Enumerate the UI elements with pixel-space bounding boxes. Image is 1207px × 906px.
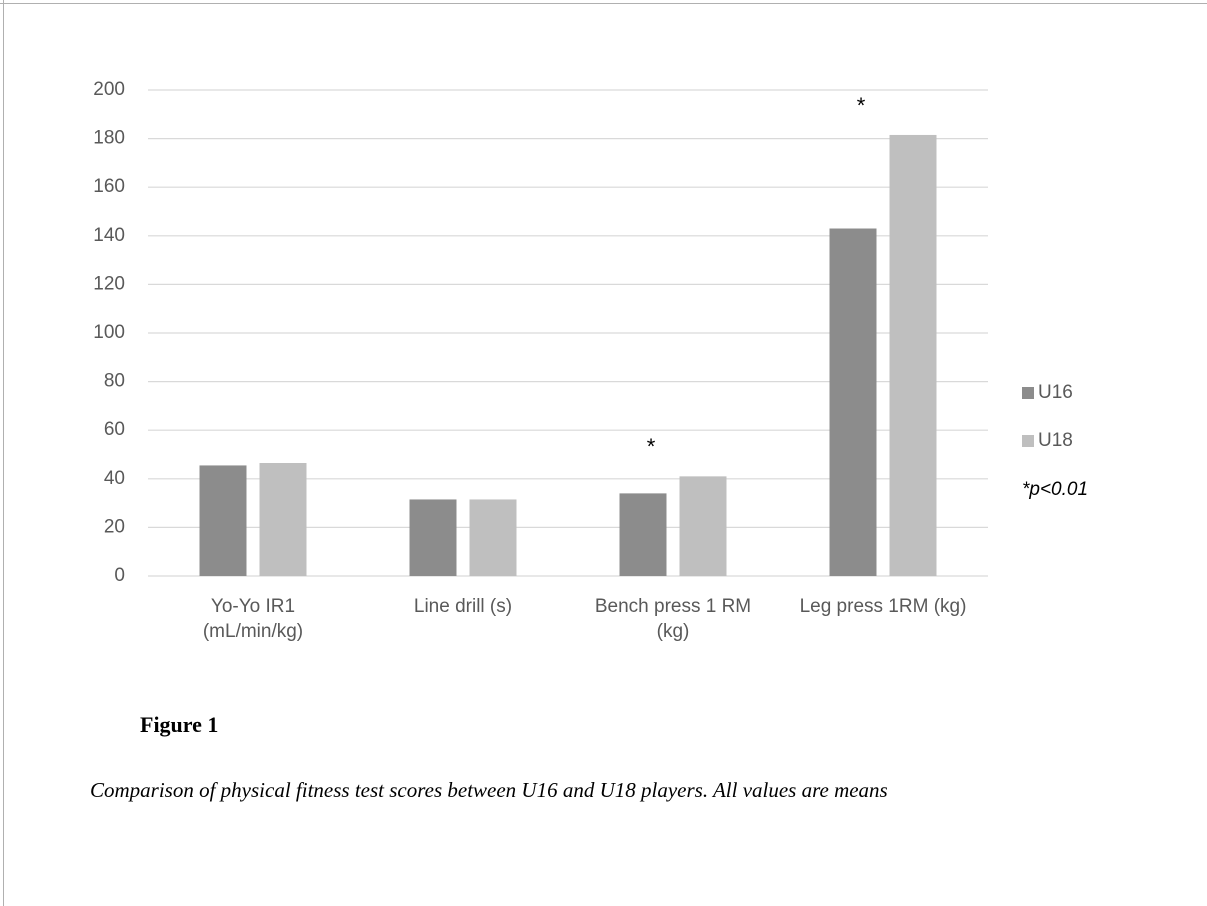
legend-label: U16 xyxy=(1038,382,1073,403)
x-tick-label: Yo-Yo IR1 (mL/min/kg) xyxy=(202,596,304,642)
bar xyxy=(409,499,457,576)
y-tick-label: 20 xyxy=(104,516,125,537)
y-tick-label: 200 xyxy=(93,79,125,100)
y-tick-label: 60 xyxy=(104,419,125,440)
y-tick-label: 100 xyxy=(93,322,125,343)
bar xyxy=(619,493,667,576)
y-tick-label: 180 xyxy=(93,128,125,149)
significance-mark: * xyxy=(647,434,656,459)
x-tick-label: Line drill (s) xyxy=(413,596,513,617)
figure-label: Figure 1 xyxy=(140,712,219,737)
bar xyxy=(889,134,937,576)
bar xyxy=(469,499,517,576)
y-tick-label: 160 xyxy=(93,176,125,197)
legend-swatch xyxy=(1022,435,1034,447)
y-tick-label: 0 xyxy=(114,565,125,586)
y-tick-label: 80 xyxy=(104,371,125,392)
y-tick-label: 40 xyxy=(104,468,125,489)
y-tick-label: 120 xyxy=(93,273,125,294)
bar xyxy=(679,476,727,576)
figure-caption: Comparison of physical fitness test scor… xyxy=(90,778,888,802)
legend-swatch xyxy=(1022,387,1034,399)
x-tick-label: Bench press 1 RM (kg) xyxy=(594,596,752,642)
x-tick-label: Leg press 1RM (kg) xyxy=(799,596,967,617)
legend-label: U18 xyxy=(1038,430,1073,451)
significance-mark: * xyxy=(857,93,866,118)
legend-note: *p<0.01 xyxy=(1022,479,1088,500)
bar xyxy=(259,463,307,576)
y-tick-label: 140 xyxy=(93,225,125,246)
bar xyxy=(829,228,877,576)
bar xyxy=(199,465,247,576)
